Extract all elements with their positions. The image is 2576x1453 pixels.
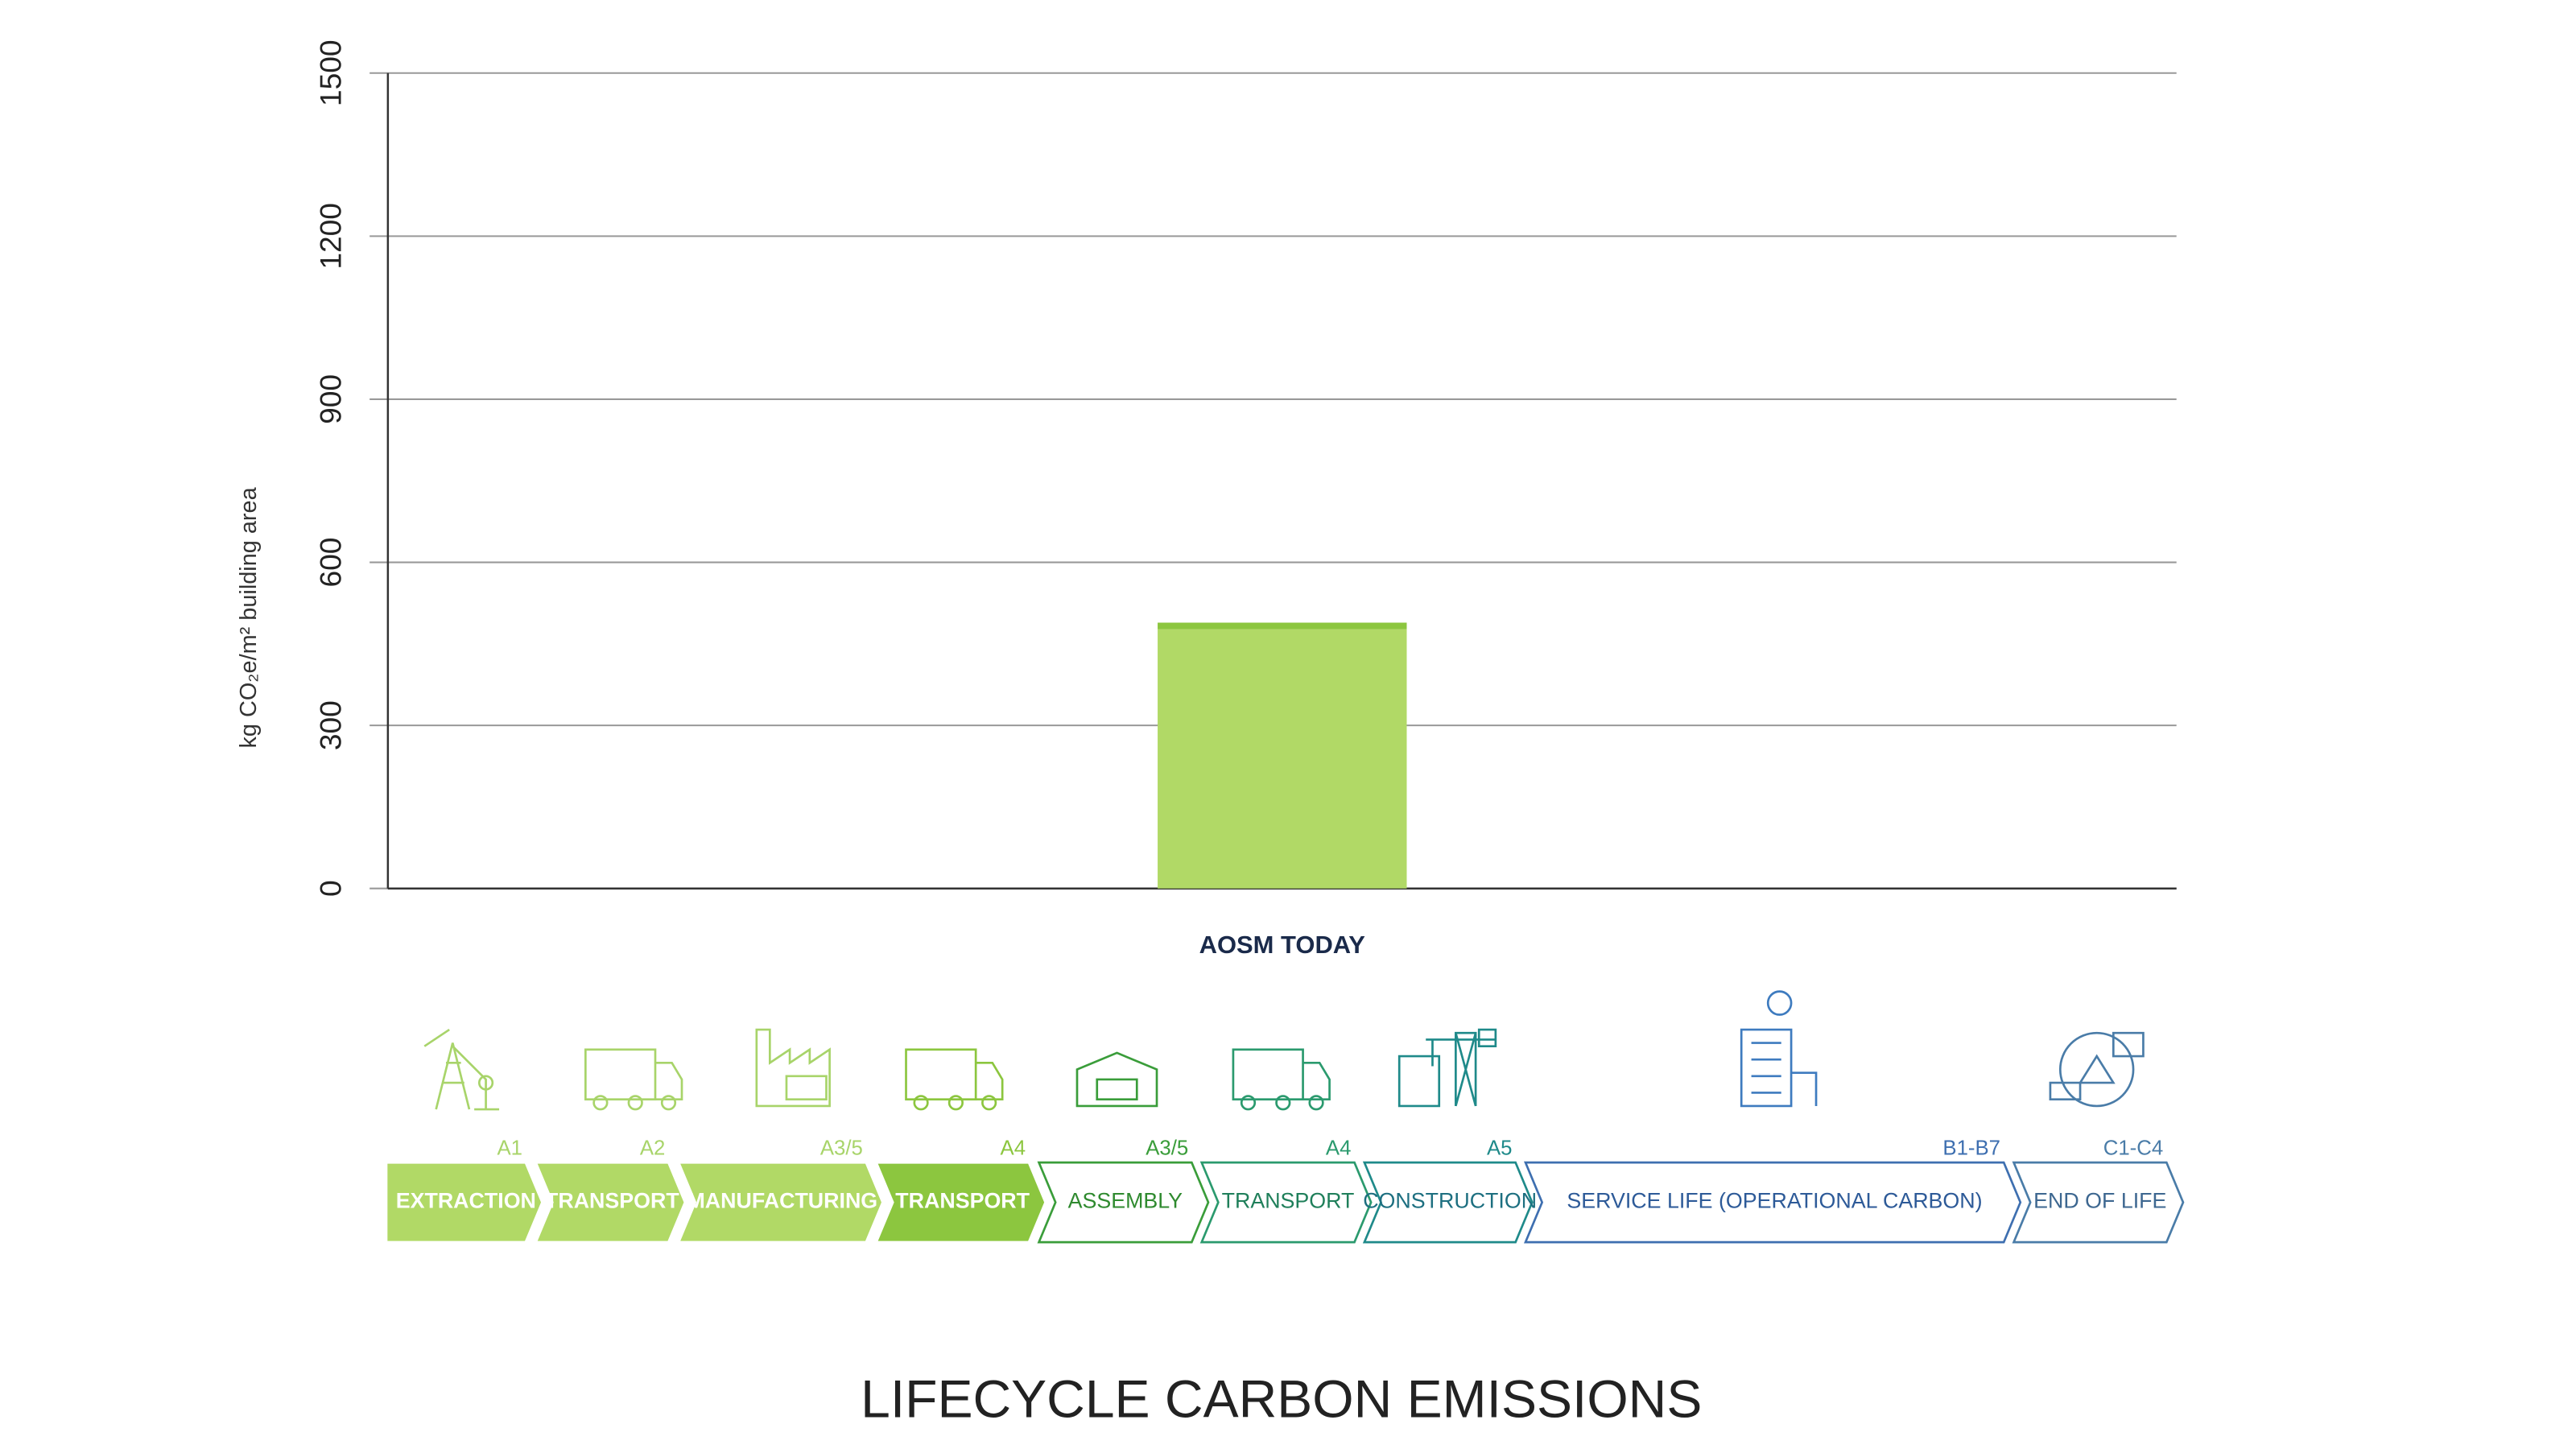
stage-label: EXTRACTION xyxy=(396,1189,536,1213)
y-axis-label: kg CO₂e/m² building area xyxy=(236,486,262,748)
icon-transport xyxy=(905,1048,1004,1111)
stage-code: A3/5 xyxy=(1146,1137,1188,1159)
stage-label: MANUFACTURING xyxy=(687,1189,877,1213)
stage-code: C1-C4 xyxy=(2103,1137,2163,1159)
stage-code: A3/5 xyxy=(820,1137,863,1159)
chart-title: LIFECYCLE CARBON EMISSIONS xyxy=(861,1369,1702,1429)
y-tick-label: 900 xyxy=(314,374,348,424)
stage-chevron xyxy=(2012,1161,2185,1244)
stage-code: A4 xyxy=(1001,1137,1026,1159)
icons xyxy=(423,990,2145,1111)
stage-chevron xyxy=(874,1161,1047,1244)
icon-factory xyxy=(755,1028,831,1108)
y-tick-label: 600 xyxy=(314,538,348,588)
stage-label: TRANSPORT xyxy=(545,1189,679,1213)
stage-chevron xyxy=(534,1161,687,1244)
y-tick-label: 1500 xyxy=(314,39,348,106)
stage-chevron xyxy=(1199,1161,1373,1244)
icon-extraction xyxy=(423,1028,500,1111)
stage-chevron xyxy=(1037,1161,1210,1244)
stage-label: TRANSPORT xyxy=(895,1189,1030,1213)
stage-code: A5 xyxy=(1487,1137,1513,1159)
x-tick-label: AOSM TODAY xyxy=(1199,931,1366,959)
y-tick-label: 1200 xyxy=(314,203,348,270)
y-tick-label: 300 xyxy=(314,700,348,750)
icon-end-of-life xyxy=(2049,1031,2145,1108)
icon-building xyxy=(1740,990,1818,1108)
icon-assembly xyxy=(1075,1051,1158,1108)
y-tick-label: 0 xyxy=(314,880,348,897)
stage-chevron xyxy=(1523,1161,2022,1244)
stage-label: ASSEMBLY xyxy=(1068,1189,1183,1213)
icon-transport xyxy=(1232,1048,1331,1111)
stage-code: A4 xyxy=(1326,1137,1352,1159)
stage-label: END OF LIFE xyxy=(2033,1189,2166,1213)
icon-construction xyxy=(1397,1028,1497,1108)
stage-code: A1 xyxy=(497,1137,522,1159)
stage-chevron xyxy=(1362,1161,1534,1244)
stage-label: TRANSPORT xyxy=(1222,1189,1355,1213)
stage-label: SERVICE LIFE (OPERATIONAL CARBON) xyxy=(1567,1189,1982,1213)
icon-transport xyxy=(584,1048,683,1111)
stage-code: B1-B7 xyxy=(1942,1137,2000,1159)
bar-segment xyxy=(1158,622,1407,629)
stage-label: CONSTRUCTION xyxy=(1363,1189,1537,1213)
stage-code: A2 xyxy=(640,1137,666,1159)
bar-segment xyxy=(1158,629,1407,889)
stage-chevron xyxy=(676,1161,885,1244)
stage-chevron xyxy=(385,1161,544,1244)
